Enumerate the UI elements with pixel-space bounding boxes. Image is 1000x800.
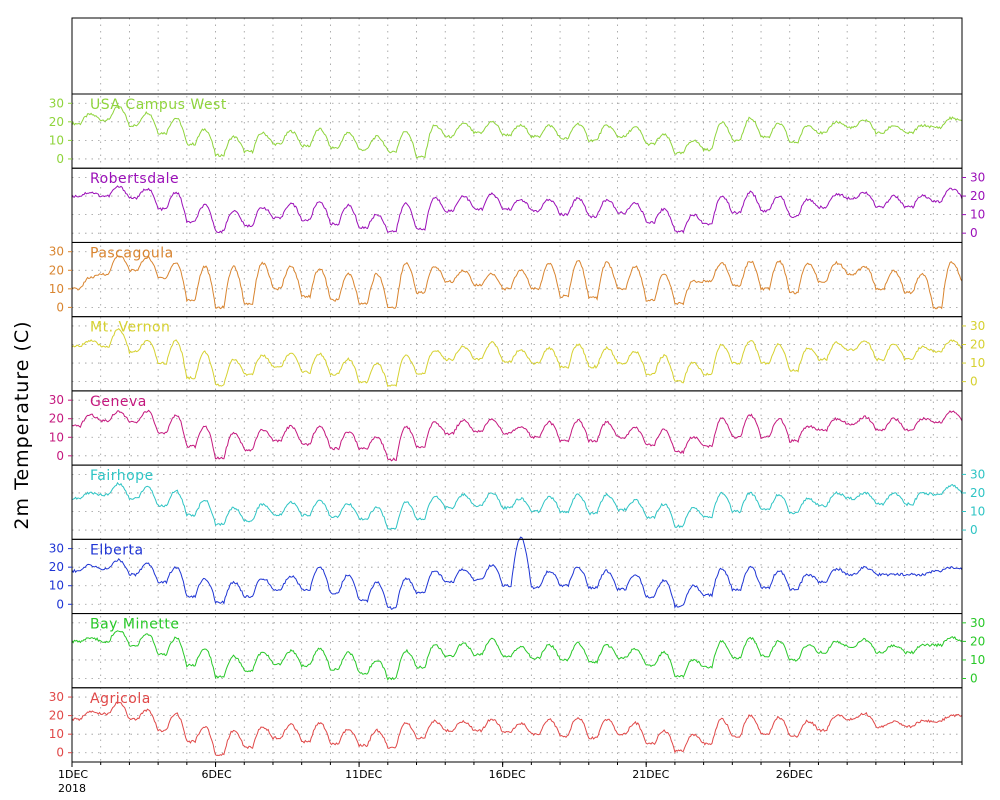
y-tick-label: 30 xyxy=(970,319,985,333)
y-tick-label: 20 xyxy=(970,189,985,203)
x-tick-label: 1DEC xyxy=(58,768,88,781)
y-tick-label: 30 xyxy=(49,690,64,704)
y-tick-label: 30 xyxy=(49,542,64,556)
y-tick-label: 10 xyxy=(970,505,985,519)
y-tick-label: 30 xyxy=(49,393,64,407)
y-tick-label: 30 xyxy=(49,245,64,259)
y-tick-label: 0 xyxy=(970,672,978,686)
labels-layer: 0 10 20 30 USA Campus West 0 10 20 30 Robertsdale… xyxy=(49,96,986,795)
series-label: Bay Minette xyxy=(90,617,179,633)
panel-frame xyxy=(71,241,963,318)
panel-frame xyxy=(71,538,963,615)
y-tick-label: 0 xyxy=(56,746,64,760)
series-label: Mt. Vernon xyxy=(90,320,170,336)
x-tick-label: 26DEC xyxy=(776,768,813,781)
y-tick-label: 0 xyxy=(56,449,64,463)
panel-frame xyxy=(71,167,963,243)
y-tick-label: 30 xyxy=(49,96,64,110)
y-tick-label: 10 xyxy=(49,579,64,593)
series-line xyxy=(71,328,963,388)
x-year-label: 2018 xyxy=(58,782,86,795)
y-tick-label: 10 xyxy=(49,282,64,296)
y-tick-label: 10 xyxy=(49,727,64,741)
series-line xyxy=(71,481,963,531)
y-axis-label: 2m Temperature (C) xyxy=(11,320,33,529)
x-tick-label: 11DEC xyxy=(345,768,382,781)
y-tick-label: 20 xyxy=(49,560,64,574)
series-line xyxy=(71,105,963,159)
x-tick-label: 16DEC xyxy=(489,768,526,781)
series-label: USA Campus West xyxy=(90,97,227,113)
series-line xyxy=(71,409,963,462)
series-label: Fairhope xyxy=(90,468,154,484)
y-tick-label: 20 xyxy=(970,338,985,352)
panel-frame xyxy=(71,687,963,763)
y-tick-label: 30 xyxy=(970,467,985,481)
series-label: Agricola xyxy=(90,691,151,707)
series-label: Pascagoula xyxy=(90,245,174,261)
y-tick-label: 30 xyxy=(970,171,985,185)
series-line xyxy=(71,536,963,610)
y-tick-label: 10 xyxy=(970,653,985,667)
y-tick-label: 0 xyxy=(970,523,978,537)
y-tick-label: 0 xyxy=(56,597,64,611)
panel-frame xyxy=(71,613,963,689)
panel-frame xyxy=(71,316,963,392)
series-line xyxy=(71,701,963,757)
series-layer xyxy=(71,105,963,757)
series-line xyxy=(71,254,963,310)
y-tick-label: 10 xyxy=(49,133,64,147)
series-label: Elberta xyxy=(90,542,144,558)
y-tick-label: 20 xyxy=(49,709,64,723)
axes-layer xyxy=(68,17,966,767)
y-tick-label: 20 xyxy=(49,115,64,129)
y-tick-label: 30 xyxy=(970,616,985,630)
y-tick-label: 0 xyxy=(970,226,978,240)
y-tick-label: 20 xyxy=(970,486,985,500)
y-tick-label: 0 xyxy=(56,300,64,314)
y-tick-label: 10 xyxy=(49,430,64,444)
y-tick-label: 20 xyxy=(49,412,64,426)
series-line xyxy=(71,630,963,681)
series-label: Robertsdale xyxy=(90,171,179,187)
y-tick-label: 10 xyxy=(970,208,985,222)
series-line xyxy=(71,185,963,234)
y-tick-label: 10 xyxy=(970,356,985,370)
grid xyxy=(72,18,962,762)
series-label: Geneva xyxy=(90,394,147,410)
x-tick-label: 6DEC xyxy=(202,768,232,781)
y-tick-label: 20 xyxy=(970,634,985,648)
y-tick-label: 20 xyxy=(49,263,64,277)
y-tick-label: 0 xyxy=(56,152,64,166)
x-tick-label: 21DEC xyxy=(632,768,669,781)
y-tick-label: 0 xyxy=(970,375,978,389)
